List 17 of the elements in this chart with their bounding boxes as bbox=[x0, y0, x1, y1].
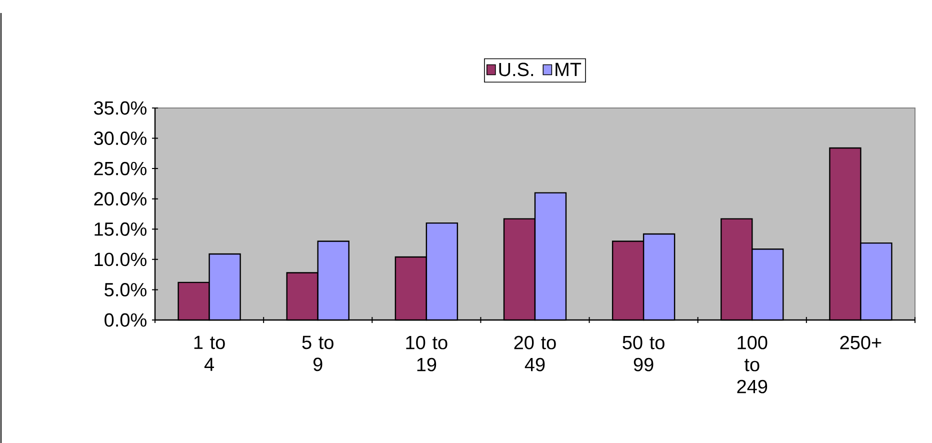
y-tick-label: 35.0% bbox=[94, 101, 146, 115]
y-tick-label: 30.0% bbox=[94, 132, 146, 146]
x-tick-label: 100 to 249 bbox=[737, 336, 768, 394]
legend-label: MT bbox=[556, 62, 582, 76]
y-tick-label: 15.0% bbox=[94, 222, 146, 236]
x-tick-label: 250+ bbox=[840, 336, 882, 350]
x-tick-label: 1 to 4 bbox=[194, 336, 225, 371]
y-tick-label: 10.0% bbox=[94, 252, 146, 266]
y-tick-label: 0.0% bbox=[104, 313, 146, 327]
x-tick-label: 10 to 19 bbox=[406, 336, 448, 372]
x-tick-label: 5 to 9 bbox=[302, 336, 334, 372]
y-tick-label: 5.0% bbox=[104, 282, 146, 296]
legend-label: U.S. bbox=[499, 62, 534, 76]
x-tick-label: 20 to 49 bbox=[514, 336, 556, 372]
y-tick-label: 25.0% bbox=[94, 162, 146, 176]
y-tick-label: 20.0% bbox=[94, 192, 146, 206]
x-tick-label: 50 to 99 bbox=[622, 336, 664, 372]
